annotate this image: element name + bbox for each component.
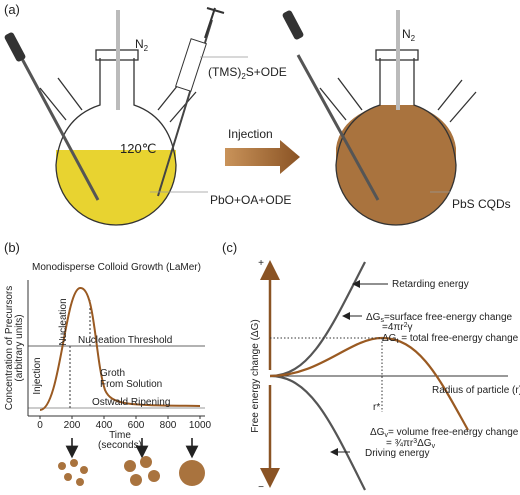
panel-label: (a)	[4, 2, 20, 17]
volume-label: ΔGv= volume free-energy change	[370, 427, 519, 439]
injection-label: Injection	[32, 357, 43, 394]
critical-radius: r*	[373, 402, 380, 413]
right-flask	[282, 10, 477, 226]
reagent-label: (TMS)2S+ODE	[208, 65, 287, 81]
energy-plot	[260, 260, 508, 491]
x-label: (seconds)	[98, 440, 142, 451]
gas-label: N2	[135, 37, 149, 53]
temperature-label: 120℃	[120, 141, 156, 156]
y-label: Free energy change (ΔG)	[250, 319, 261, 432]
threshold-label: Nucleation Threshold	[78, 335, 172, 346]
x-tick-label: 200	[64, 420, 81, 431]
product-label: PbS CQDs	[452, 197, 511, 211]
x-tick-label: 600	[128, 420, 145, 431]
nucleation-label: Nucleation	[58, 298, 69, 345]
panel-label: (b)	[4, 240, 20, 255]
step-label: Injection	[228, 127, 273, 141]
y-label: Concentration of Precursors	[4, 286, 15, 411]
solution-label: PbO+OA+ODE	[210, 193, 291, 207]
lamer-plot	[27, 280, 205, 419]
x-tick-label: 1000	[189, 420, 212, 431]
growth-label: Groth	[100, 368, 125, 379]
minus-sign: −	[258, 482, 264, 493]
x-tick-label: 800	[160, 420, 177, 431]
plot-title: Monodisperse Colloid Growth (LaMer)	[32, 262, 201, 273]
step-arrow	[225, 140, 300, 174]
x-tick-label: 400	[96, 420, 113, 431]
x-label: Radius of particle (r)	[432, 385, 520, 396]
surface-label: ΔGs=surface free-energy change	[366, 312, 513, 324]
gas-label: N2	[402, 27, 416, 43]
left-flask	[4, 7, 248, 226]
retarding-label: Retarding energy	[392, 279, 469, 290]
total-label: ΔGt = total free-energy change	[382, 333, 519, 345]
surface-equation: =4πr2γ	[382, 322, 413, 333]
x-label: Time	[109, 430, 131, 441]
volume-equation: = ¾πr3ΔGv	[386, 438, 436, 450]
panel-label: (c)	[222, 240, 237, 255]
driving-label: Driving energy	[365, 448, 429, 459]
ripening-label: Ostwald Ripening	[92, 397, 170, 408]
plus-sign: +	[258, 258, 264, 269]
x-tick-label: 0	[37, 420, 43, 431]
growth-label: From Solution	[100, 379, 162, 390]
particle-stages	[58, 438, 205, 486]
y-label: (arbitrary units)	[14, 314, 25, 381]
